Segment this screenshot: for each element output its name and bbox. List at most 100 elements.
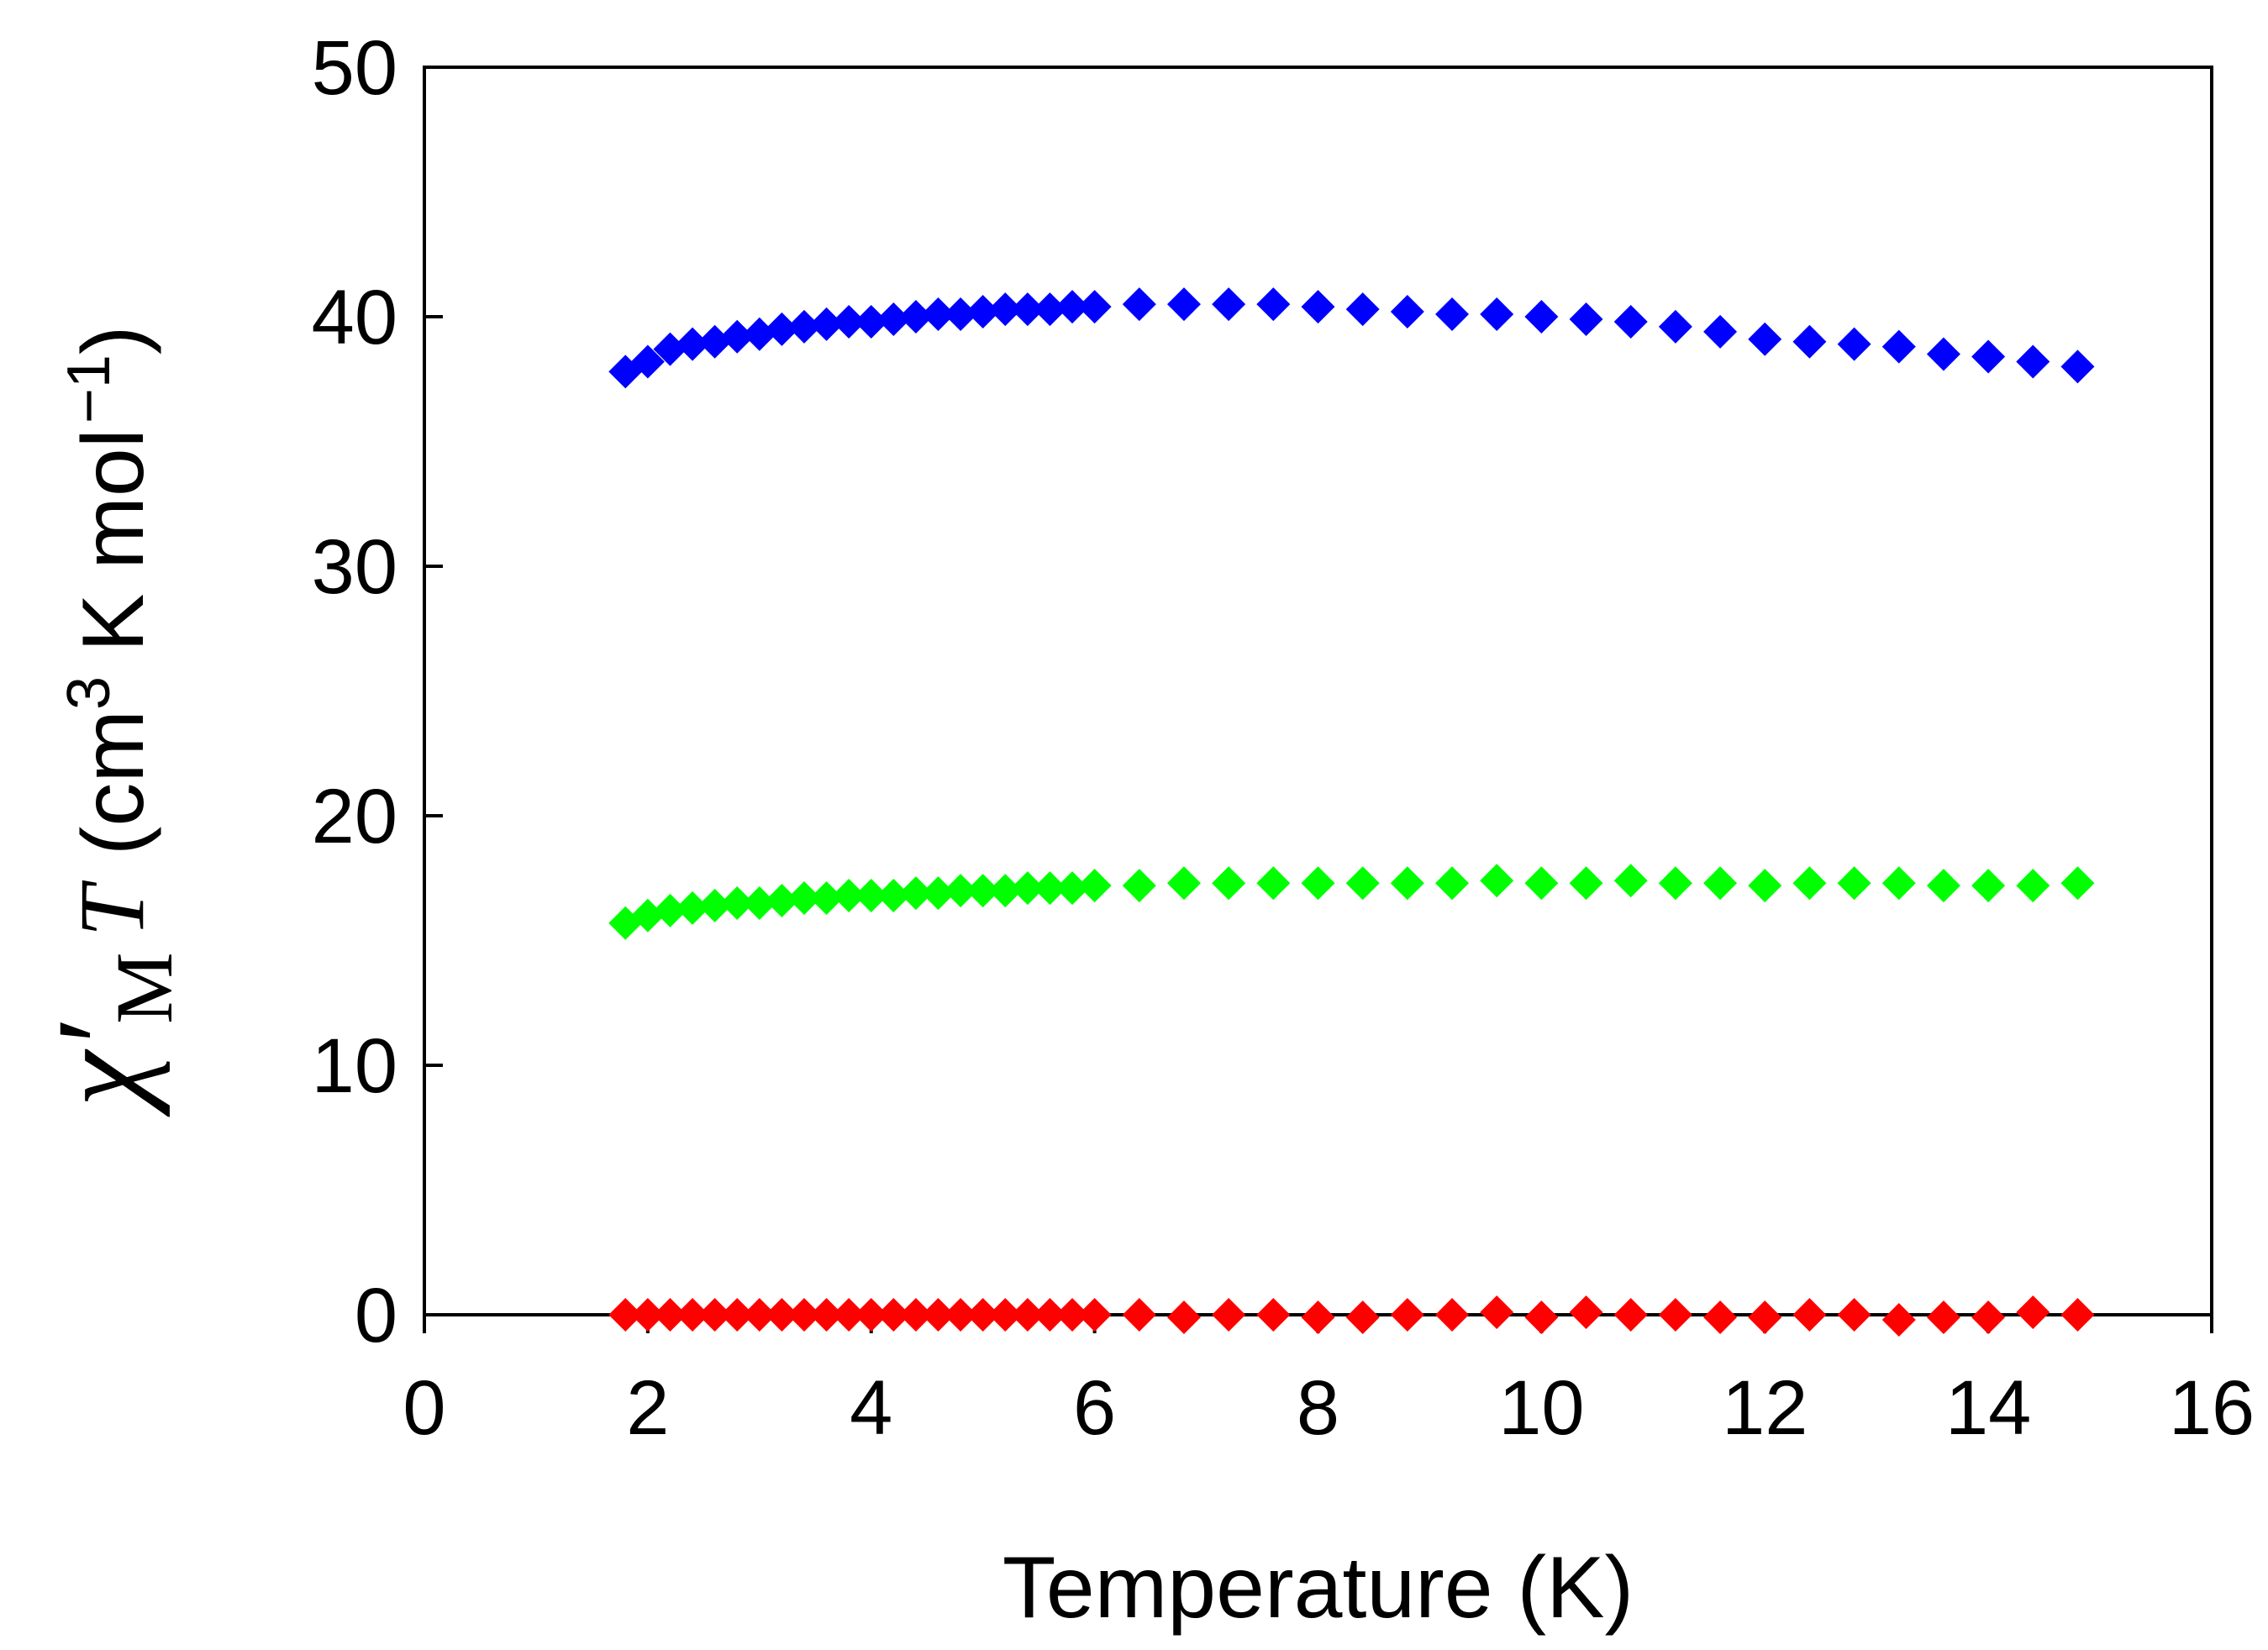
data-point-blue	[921, 297, 955, 332]
data-point-blue	[697, 324, 732, 359]
y-axis-title-units-power: 3	[55, 676, 123, 710]
data-point-red	[1390, 1298, 1424, 1332]
data-point-blue	[1569, 302, 1603, 336]
data-point-red	[1971, 1300, 2006, 1334]
data-point-blue	[765, 312, 799, 346]
data-point-green	[809, 881, 844, 916]
data-point-blue	[1837, 327, 1871, 361]
data-point-green	[1033, 871, 1067, 906]
x-tick-label: 6	[1073, 1365, 1116, 1451]
y-axis-title: χ′MT (cm3 K mol−1)	[31, 325, 189, 1117]
y-tick-label: 30	[312, 524, 397, 610]
data-point-red	[898, 1298, 933, 1332]
data-point-red	[1524, 1300, 1559, 1334]
y-axis-title-units-mid: K mol	[65, 428, 162, 676]
y-tick-label: 40	[312, 275, 397, 360]
data-point-blue	[676, 327, 710, 361]
data-point-green	[1881, 866, 1916, 901]
data-point-blue	[854, 304, 888, 339]
data-point-red	[676, 1298, 710, 1332]
data-point-red	[1435, 1298, 1470, 1332]
data-point-blue	[1033, 292, 1067, 327]
data-point-red	[921, 1298, 955, 1332]
data-point-red	[765, 1298, 799, 1332]
data-point-blue	[2016, 344, 2050, 379]
data-point-blue	[966, 295, 1000, 329]
data-point-red	[1212, 1298, 1246, 1332]
x-tick-label: 2	[626, 1365, 669, 1451]
data-point-red	[2016, 1295, 2050, 1330]
data-point-red	[1055, 1298, 1090, 1332]
data-point-green	[832, 879, 866, 913]
data-point-blue	[1971, 339, 2006, 374]
data-point-blue	[898, 300, 933, 334]
data-point-green	[1524, 866, 1559, 901]
data-point-red	[854, 1298, 888, 1332]
data-point-red	[966, 1298, 1000, 1332]
data-point-green	[921, 876, 955, 911]
data-point-blue	[1345, 292, 1380, 327]
data-point-green	[697, 888, 732, 922]
data-point-green	[765, 883, 799, 917]
data-point-red	[697, 1298, 732, 1332]
data-point-green	[630, 898, 665, 933]
data-point-red	[1345, 1300, 1380, 1334]
data-point-red	[1926, 1300, 1960, 1334]
data-point-green	[742, 885, 776, 920]
series-red	[608, 1295, 2095, 1337]
data-point-blue	[1122, 287, 1156, 322]
data-point-red	[1613, 1298, 1648, 1332]
data-point-red	[1881, 1302, 1916, 1337]
y-tick-label: 20	[312, 774, 397, 859]
data-point-red	[608, 1298, 643, 1332]
data-point-blue	[1055, 290, 1090, 324]
data-point-red	[787, 1298, 821, 1332]
data-point-green	[676, 891, 710, 925]
data-point-green	[720, 885, 755, 920]
data-point-green	[1256, 866, 1291, 901]
data-point-blue	[1703, 314, 1738, 349]
data-point-red	[1837, 1298, 1871, 1332]
data-point-blue	[720, 319, 755, 354]
x-axis-ticks: 0 2 4 6 8 10 12 14 16	[403, 1315, 2255, 1451]
series-green	[608, 864, 2095, 940]
data-point-red	[1792, 1298, 1827, 1332]
data-point-green	[1390, 866, 1424, 901]
data-point-red	[1658, 1298, 1692, 1332]
data-point-red	[1010, 1298, 1045, 1332]
data-point-green	[1345, 866, 1380, 901]
data-point-green	[1166, 866, 1201, 901]
y-axis-title-units-power2: −1	[55, 355, 123, 423]
y-axis-title-subscript: M	[99, 952, 189, 1023]
x-tick-label: 16	[2169, 1365, 2255, 1451]
data-point-blue	[832, 304, 866, 339]
data-point-green	[1122, 869, 1156, 903]
data-point-red	[742, 1298, 776, 1332]
data-point-blue	[1658, 309, 1692, 344]
data-point-green	[1658, 866, 1692, 901]
data-point-blue	[787, 309, 821, 344]
series-layer	[608, 287, 2095, 1337]
data-point-green	[1971, 869, 2006, 903]
data-point-blue	[876, 302, 911, 336]
data-point-red	[876, 1298, 911, 1332]
data-point-red	[653, 1298, 687, 1332]
data-point-green	[1792, 866, 1827, 901]
data-point-blue	[1480, 297, 1514, 332]
data-point-green	[944, 874, 978, 908]
y-tick-label: 0	[355, 1273, 397, 1358]
data-point-red	[1748, 1300, 1782, 1334]
data-point-blue	[1524, 300, 1559, 334]
data-point-red	[630, 1298, 665, 1332]
data-point-red	[1301, 1300, 1335, 1334]
data-point-blue	[1881, 329, 1916, 364]
data-point-green	[1480, 864, 1514, 898]
data-point-red	[832, 1298, 866, 1332]
data-point-blue	[1010, 292, 1045, 327]
x-axis-title: Temperature (K)	[1002, 1539, 1634, 1637]
data-point-red	[1480, 1295, 1514, 1330]
y-axis-title-variable: T	[61, 880, 163, 937]
data-point-blue	[630, 344, 665, 379]
data-point-red	[988, 1298, 1023, 1332]
